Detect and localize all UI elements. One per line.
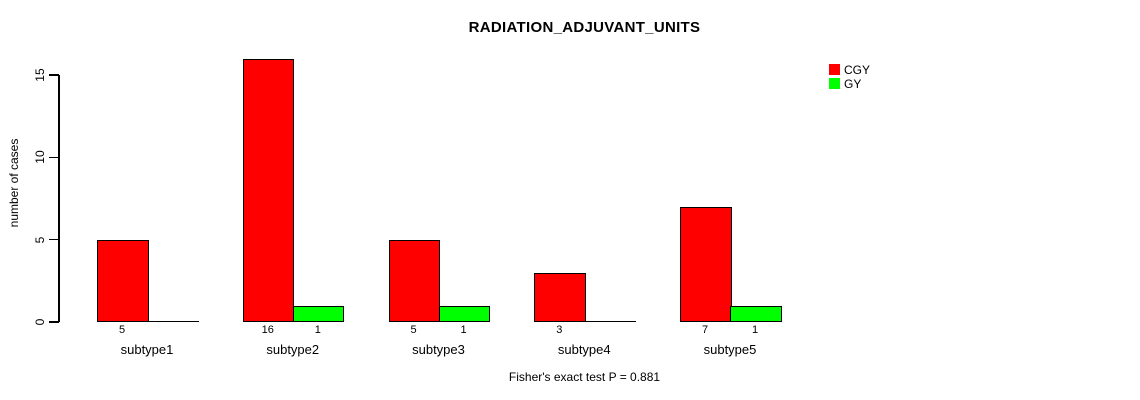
bar-cgy-subtype4	[534, 273, 586, 322]
bar-value-cgy-subtype4: 3	[556, 324, 563, 336]
bar-value-gy-subtype2: 1	[314, 324, 321, 336]
x-label-subtype4: subtype4	[557, 342, 611, 357]
x-label-subtype5: subtype5	[703, 342, 757, 357]
bar-value-cgy-subtype5: 7	[701, 324, 709, 336]
y-tick-label-5: 5	[33, 236, 47, 243]
y-tick-10	[49, 156, 59, 159]
legend-swatch-cgy	[829, 64, 840, 75]
bar-cgy-subtype1	[97, 240, 149, 322]
bar-value-cgy-subtype1: 5	[118, 324, 126, 336]
bar-cgy-subtype3	[388, 240, 440, 322]
legend-swatch-gy	[829, 78, 840, 89]
bar-value-cgy-subtype2: 16	[261, 324, 274, 336]
y-axis-line	[58, 75, 60, 322]
x-label-subtype2: subtype2	[266, 342, 320, 357]
bar-cgy-subtype2	[242, 59, 295, 322]
bar-gy-subtype3	[438, 306, 490, 322]
legend: CGY GY	[829, 63, 870, 90]
y-tick-label-10: 10	[33, 150, 47, 165]
bar-gy-subtype2	[292, 306, 345, 322]
x-label-subtype3: subtype3	[412, 342, 465, 357]
y-tick-15	[49, 74, 59, 76]
legend-item-gy: GY	[829, 77, 870, 90]
bar-gy-subtype4	[584, 320, 636, 322]
legend-item-cgy: CGY	[829, 63, 870, 76]
y-tick-label-0: 0	[33, 318, 47, 326]
bar-value-gy-subtype3: 1	[460, 324, 467, 336]
annotation-text: Fisher's exact test P = 0.881	[508, 370, 661, 384]
bar-gy-subtype5	[730, 306, 782, 322]
bar-value-gy-subtype5: 1	[751, 324, 759, 336]
chart-title: RADIATION_ADJUVANT_UNITS	[468, 19, 701, 36]
y-tick-5	[49, 238, 59, 241]
y-tick-label-15: 15	[33, 68, 47, 82]
y-axis-label: number of cases	[7, 138, 21, 228]
bar-value-cgy-subtype3: 5	[410, 324, 417, 336]
x-label-subtype1: subtype1	[120, 342, 174, 357]
bar-cgy-subtype5	[680, 207, 732, 322]
legend-label-cgy: CGY	[844, 62, 871, 77]
bar-gy-subtype1	[147, 320, 199, 322]
legend-label-gy: GY	[844, 76, 862, 91]
y-tick-0	[49, 321, 59, 323]
